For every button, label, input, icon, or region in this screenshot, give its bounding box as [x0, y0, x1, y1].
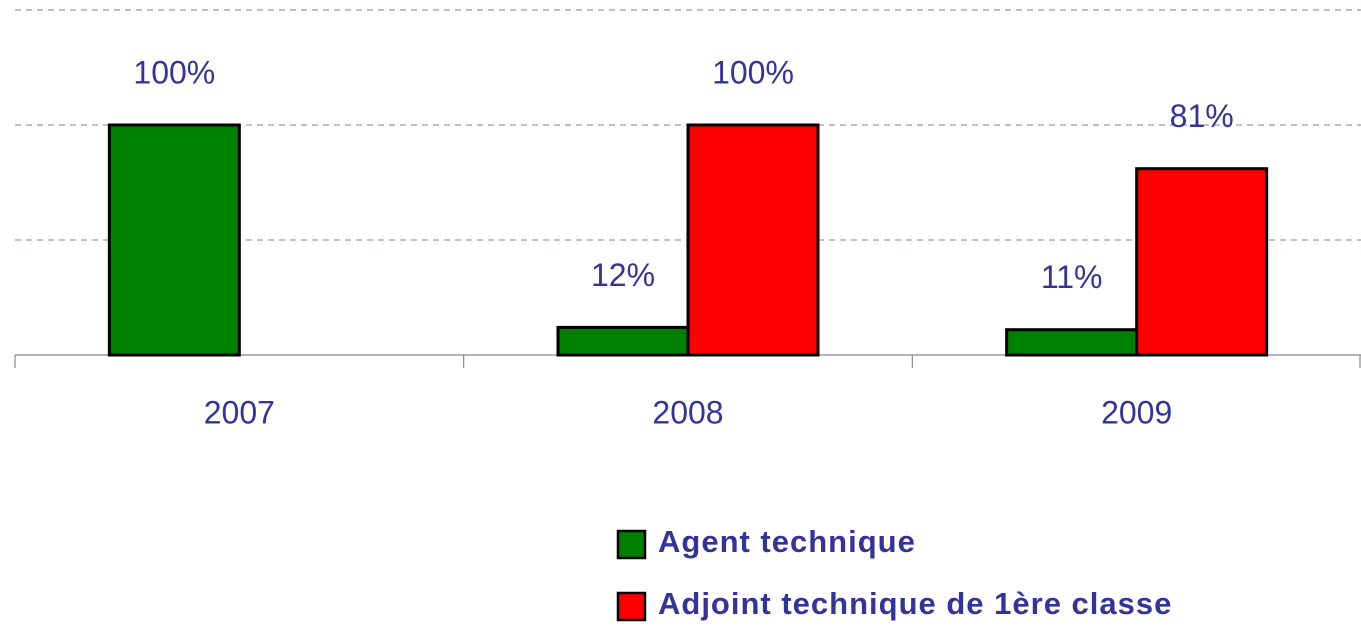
bar	[686, 123, 820, 357]
legend-swatch	[616, 529, 647, 560]
data-label: 81%	[1170, 98, 1234, 134]
legend-label: Adjoint technique de 1ère classe	[658, 586, 1172, 621]
bar	[1005, 328, 1139, 357]
legend-label: Agent technique	[658, 524, 916, 559]
data-label: 100%	[133, 54, 215, 90]
data-label: 11%	[1041, 259, 1103, 295]
bar	[556, 325, 690, 357]
data-label: 12%	[591, 257, 655, 293]
data-label: 100%	[712, 54, 794, 90]
bar	[1135, 167, 1269, 357]
x-tick-label: 2009	[1101, 394, 1172, 430]
legend-swatch	[616, 591, 647, 622]
bar	[107, 123, 241, 357]
x-tick-label: 2007	[204, 394, 275, 430]
x-tick-label: 2008	[652, 394, 723, 430]
